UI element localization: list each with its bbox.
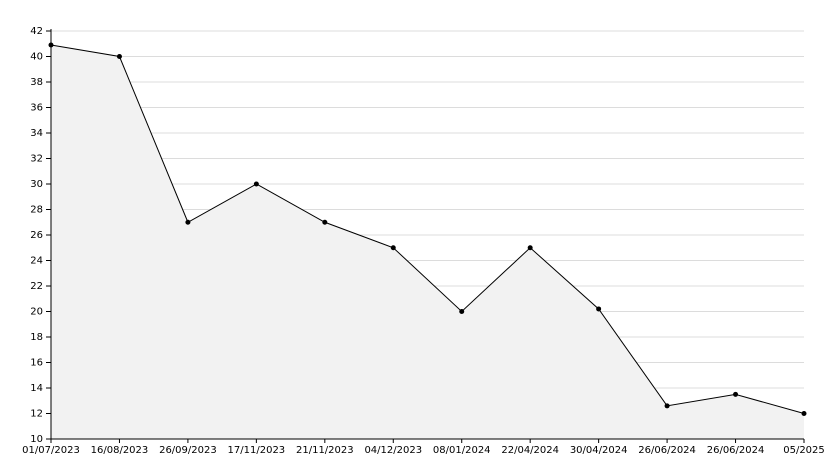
y-tick-label: 12 [30, 409, 43, 420]
point [664, 403, 670, 409]
y-tick-label: 42 [30, 26, 43, 37]
x-tick-label: 21/11/2023 [296, 445, 354, 456]
point [527, 245, 533, 251]
y-tick-label: 20 [30, 307, 43, 318]
y-tick-label: 22 [30, 281, 43, 292]
point [801, 411, 807, 416]
point [185, 219, 191, 225]
x-tick-label: 22/04/2024 [501, 445, 559, 456]
point [253, 181, 259, 187]
x-tick-label: 26/06/2024 [638, 445, 696, 456]
y-tick-label: 26 [30, 230, 43, 241]
line [50, 44, 805, 414]
y-tick-label: 28 [30, 205, 43, 216]
y-tick-label: 34 [30, 128, 43, 139]
x-tick-label: 04/12/2023 [364, 445, 422, 456]
point [390, 245, 396, 251]
x-tick-label: 17/11/2023 [228, 445, 286, 456]
y-tick-label: 32 [30, 154, 43, 165]
y-tick-label: 10 [30, 434, 43, 445]
y-tick-label: 14 [30, 383, 43, 394]
point [596, 306, 602, 312]
x-tick-label: 26/09/2023 [159, 445, 217, 456]
y-tick-label: 40 [30, 52, 43, 63]
point [733, 391, 739, 397]
y-tick-label: 30 [30, 179, 43, 190]
point [459, 309, 465, 314]
area-fill [51, 45, 804, 440]
y-tick-label: 24 [30, 256, 43, 267]
x-tick-label: 16/08/2023 [91, 445, 149, 456]
y-tick-label: 16 [30, 358, 43, 369]
y-tick-label: 36 [30, 103, 43, 114]
x-tick-label: 01/07/2023 [22, 445, 80, 456]
x-tick-label: 05/2025 [783, 445, 825, 456]
x-tick-label: 26/06/2024 [707, 445, 765, 456]
point [322, 219, 328, 225]
point [116, 54, 122, 59]
x-tick-label: 08/01/2024 [433, 445, 491, 456]
x-tick-label: 30/04/2024 [570, 445, 628, 456]
y-tick-label: 38 [30, 77, 43, 88]
y-tick-label: 18 [30, 332, 43, 343]
